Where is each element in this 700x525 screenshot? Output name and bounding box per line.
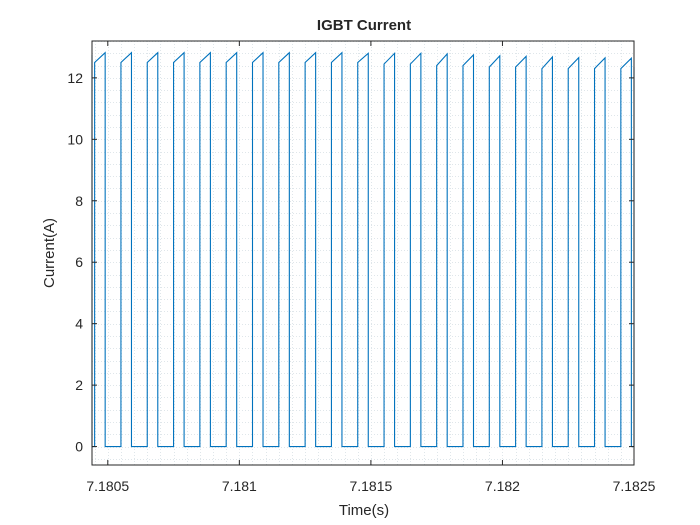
x-tick-label: 7.1825: [613, 478, 656, 494]
series-line-igbt-current: [91, 51, 635, 448]
x-tick-label: 7.1805: [86, 478, 129, 494]
axes-box: [91, 40, 635, 466]
y-tick-label: 2: [75, 377, 83, 393]
y-axis-label: Current(A): [41, 218, 58, 288]
x-tick-label: 7.1815: [349, 478, 392, 494]
x-tick-label: 7.181: [222, 478, 257, 494]
x-tick-label: 7.182: [485, 478, 520, 494]
y-tick-label: 12: [67, 70, 83, 86]
x-axis-label: Time(s): [339, 502, 389, 519]
y-tick-label: 10: [67, 131, 83, 147]
tick-marks: [92, 41, 635, 465]
y-tick-labels: 0 2 4 6 8 10 12: [67, 70, 83, 455]
data-series: [91, 51, 635, 448]
y-tick-label: 8: [75, 193, 83, 209]
y-tick-label: 6: [75, 254, 83, 270]
y-tick-label: 0: [75, 439, 83, 455]
chart-title: IGBT Current: [317, 17, 411, 34]
y-tick-label: 4: [75, 316, 83, 332]
x-tick-labels: 7.1805 7.181 7.1815 7.182 7.1825: [86, 478, 655, 494]
plot-area: [92, 41, 634, 465]
